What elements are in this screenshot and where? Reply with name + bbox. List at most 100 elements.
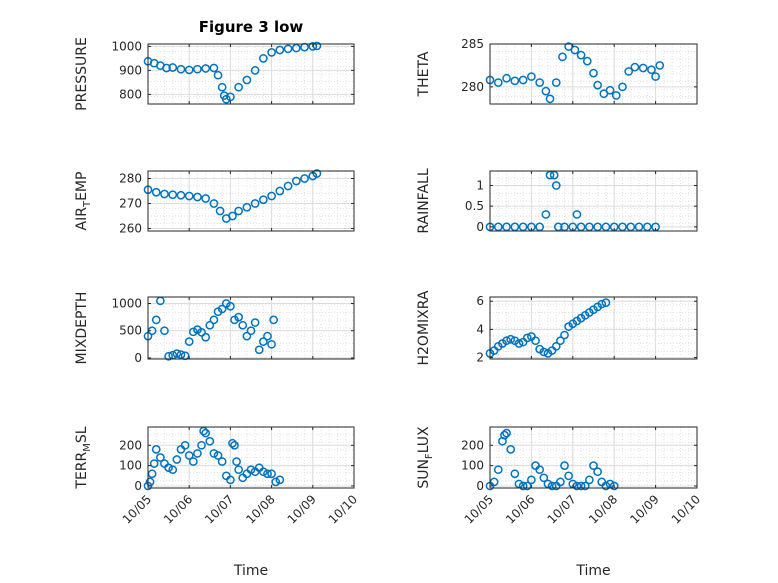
y-axis-label-rest: LUX [416, 426, 432, 453]
data-point [300, 174, 309, 183]
axes-box [489, 426, 698, 489]
panel-mixdepth: 0 500 1000 MIXDEPTH [74, 292, 355, 365]
data-point [506, 334, 516, 344]
data-point [217, 304, 227, 314]
data-point [242, 75, 252, 85]
data-point [226, 301, 235, 311]
data-point [151, 187, 161, 197]
axes-background [490, 171, 697, 231]
data-point [209, 63, 219, 73]
data-point [197, 440, 206, 450]
data-point [489, 477, 499, 487]
x-tick-label: 10/05 [462, 492, 496, 526]
y-axis-label-main: AIR [74, 207, 90, 231]
data-point [156, 453, 165, 462]
data-point [283, 44, 293, 54]
data-point [626, 222, 636, 232]
chart-title: Figure 3 low [199, 18, 304, 36]
data-point [535, 222, 545, 232]
data-point [601, 298, 611, 307]
data-point [630, 62, 640, 72]
panel-airtemp: 260 270 280 AIRTEMP [74, 169, 355, 236]
x-tick-label: 10/08 [586, 492, 620, 526]
data-point [572, 210, 582, 219]
data-point [267, 469, 276, 479]
x-tick-label: 10/10 [326, 492, 360, 526]
data-point [514, 339, 524, 348]
y-axis-label: TERRMSL [74, 426, 93, 489]
data-point [556, 477, 565, 487]
panel-theta: 280 285 THETA [416, 37, 698, 105]
y-tick-label: 0 [476, 220, 484, 234]
y-tick-label: 800 [119, 87, 142, 101]
data-point [151, 315, 161, 325]
data-point [184, 337, 194, 346]
data-point [493, 465, 503, 475]
data-point [527, 475, 536, 485]
y-tick-label: 0 [134, 479, 142, 493]
y-tick-label: 260 [119, 222, 142, 236]
data-point [510, 76, 520, 86]
data-point [510, 469, 520, 479]
data-point [160, 189, 169, 199]
data-point [234, 206, 243, 216]
x-tick-label: 10/06 [161, 492, 195, 526]
x-tick-label: 10/06 [503, 492, 537, 526]
data-point [556, 336, 565, 346]
data-point [246, 326, 256, 336]
y-axis-label-subscript: T [82, 200, 93, 208]
data-point [560, 330, 569, 340]
data-point [164, 351, 173, 361]
y-axis-label: SUNFLUX [416, 426, 435, 489]
data-point [259, 54, 268, 63]
data-point [168, 465, 178, 475]
axes-box [489, 296, 698, 360]
data-point [275, 45, 285, 55]
y-axis-label-main: TERR [74, 451, 90, 489]
data-point [213, 70, 223, 80]
y-axis-label: H2OMIXRA [416, 290, 432, 365]
data-point [510, 222, 520, 232]
data-point [209, 199, 219, 208]
data-point [308, 42, 318, 51]
data-point [234, 312, 243, 322]
data-point [269, 315, 279, 325]
data-point [312, 41, 322, 51]
y-axis-label-main: SUN [416, 459, 432, 489]
data-point [149, 459, 159, 468]
data-point [576, 50, 586, 60]
data-point [147, 469, 157, 479]
y-tick-label: 285 [461, 37, 484, 51]
data-point [576, 481, 586, 491]
data-point [217, 82, 227, 92]
data-point [184, 451, 194, 460]
data-point [549, 170, 559, 180]
data-point [500, 430, 509, 440]
panel-h2omixra: 2 4 6 H2OMIXRA [416, 290, 698, 366]
data-point [558, 52, 567, 62]
data-point [188, 457, 198, 466]
y-tick-label: 0 [476, 479, 484, 493]
y-tick-label: 0 [134, 351, 142, 365]
data-point [545, 170, 555, 180]
data-point [642, 222, 652, 232]
panel-rainfall: 0 0.5 1 RAINFALL [416, 168, 698, 234]
data-point [506, 445, 516, 454]
data-point [230, 440, 239, 450]
data-point [634, 222, 644, 232]
data-point [518, 75, 528, 85]
data-point [593, 467, 602, 477]
axes-box [147, 43, 355, 105]
data-point [201, 64, 211, 73]
data-point [539, 347, 549, 357]
axes-box [147, 296, 355, 360]
y-tick-label: 280 [119, 172, 142, 186]
data-point [188, 327, 198, 337]
data-point [551, 181, 561, 190]
data-point [267, 339, 276, 349]
data-point [275, 186, 285, 196]
y-axis-label-subscript: F [424, 453, 435, 459]
data-point [582, 56, 592, 66]
data-point [242, 331, 252, 341]
x-tick-label: 10/07 [202, 492, 236, 526]
